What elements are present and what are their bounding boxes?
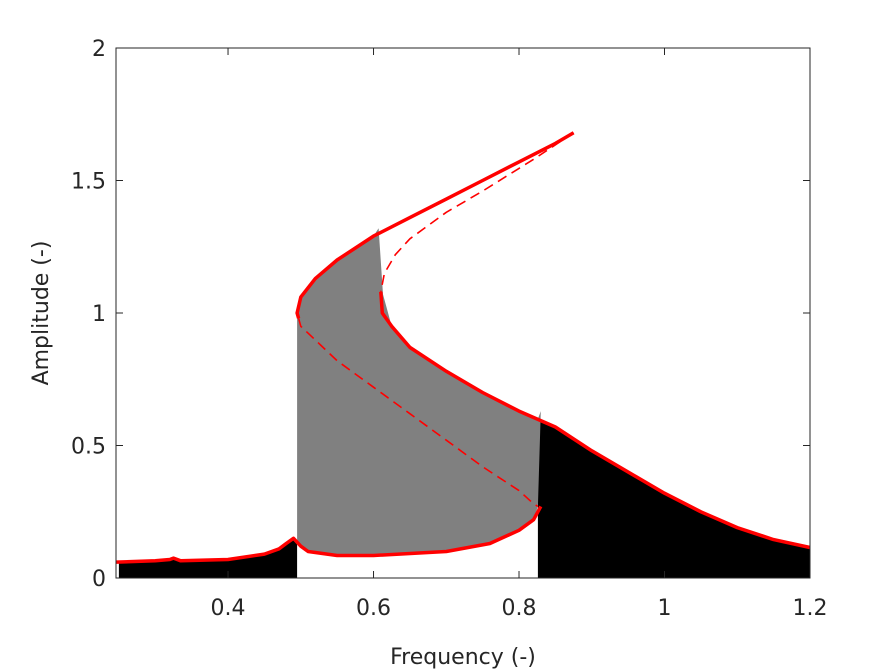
y-tick-label: 0: [92, 567, 106, 592]
y-tick-label: 1.5: [71, 170, 106, 195]
x-tick-label: 0.4: [211, 596, 246, 621]
line: [379, 291, 811, 550]
y-axis-label: Amplitude (-): [29, 241, 54, 386]
filled-region: [297, 228, 541, 556]
x-axis-label: Frequency (-): [390, 645, 536, 670]
filled-region: [118, 538, 298, 578]
line: [295, 131, 575, 319]
x-tick-label: 0.6: [356, 596, 391, 621]
y-tick-label: 2: [92, 37, 106, 62]
x-tick-label: 1.2: [793, 596, 828, 621]
x-tick-label: 1: [658, 596, 672, 621]
x-tick-label: 0.8: [502, 596, 537, 621]
dashed-line: [297, 318, 539, 508]
y-tick-label: 0.5: [71, 435, 106, 460]
y-tick-label: 1: [92, 302, 106, 327]
line: [115, 505, 543, 564]
dashed-line: [380, 132, 575, 292]
